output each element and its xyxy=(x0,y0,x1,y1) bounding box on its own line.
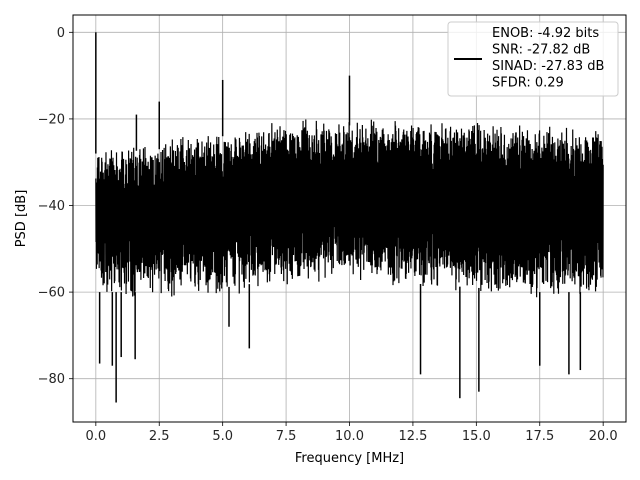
x-tick-label: 20.0 xyxy=(589,429,618,444)
x-tick-label: 7.5 xyxy=(276,429,297,444)
y-axis-label: PSD [dB] xyxy=(14,190,29,248)
legend-label: ENOB: -4.92 bits SNR: -27.82 dB SINAD: -27… xyxy=(492,26,604,91)
x-tick-label: 2.5 xyxy=(149,429,170,444)
x-tick-label: 5.0 xyxy=(212,429,233,444)
legend-label-line: SFDR: 0.29 xyxy=(492,76,564,91)
legend-box xyxy=(447,21,619,97)
y-axis-ticks: 0 −20 −40 −60 −80 xyxy=(38,26,73,387)
x-tick-label: 12.5 xyxy=(398,429,427,444)
y-tick-label: −20 xyxy=(38,112,65,127)
legend: ENOB: -4.92 bits SNR: -27.82 dB SINAD: -27… xyxy=(447,21,619,97)
y-tick-label: 0 xyxy=(57,26,65,41)
legend-label-line: ENOB: -4.92 bits xyxy=(492,26,599,41)
psd-series xyxy=(95,32,604,403)
x-tick-label: 0.0 xyxy=(85,429,106,444)
x-tick-label: 10.0 xyxy=(335,429,364,444)
legend-label-line: SINAD: -27.83 dB xyxy=(492,59,604,74)
x-tick-label: 15.0 xyxy=(462,429,491,444)
y-tick-label: −60 xyxy=(38,286,65,301)
y-tick-label: −40 xyxy=(38,199,65,214)
psd-noise-trace xyxy=(95,119,604,298)
x-axis-label: Frequency [MHz] xyxy=(295,451,404,466)
y-tick-label: −80 xyxy=(38,372,65,387)
legend-label-line: SNR: -27.82 dB xyxy=(492,43,590,58)
x-axis-ticks: 0.0 2.5 5.0 7.5 10.0 12.5 15.0 17.5 20.0 xyxy=(85,422,618,444)
x-tick-label: 17.5 xyxy=(525,429,554,444)
